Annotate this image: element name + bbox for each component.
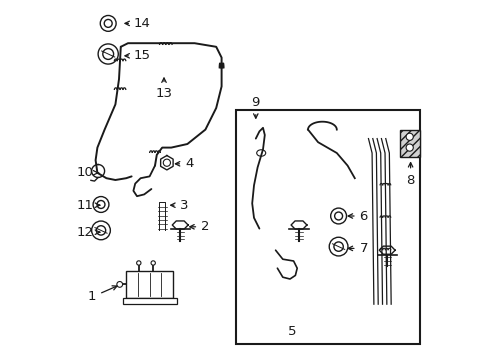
- Text: 9: 9: [251, 96, 260, 118]
- Circle shape: [117, 282, 122, 287]
- Text: 7: 7: [348, 242, 368, 255]
- Text: 8: 8: [406, 163, 415, 186]
- Text: 12: 12: [76, 226, 99, 239]
- Text: 5: 5: [288, 325, 296, 338]
- Text: 10: 10: [76, 166, 99, 179]
- Text: 6: 6: [348, 210, 368, 222]
- Circle shape: [406, 144, 413, 151]
- Text: 1: 1: [88, 286, 117, 303]
- Text: 3: 3: [171, 199, 188, 212]
- Text: 13: 13: [155, 78, 172, 100]
- Text: 14: 14: [125, 17, 151, 30]
- Text: 11: 11: [76, 199, 99, 212]
- Bar: [400, 130, 419, 157]
- Text: 15: 15: [125, 49, 151, 62]
- Circle shape: [137, 261, 141, 265]
- Text: 2: 2: [190, 220, 210, 233]
- Circle shape: [151, 261, 155, 265]
- Bar: [122, 298, 176, 305]
- Text: 4: 4: [175, 157, 194, 170]
- Bar: [236, 110, 419, 344]
- Circle shape: [406, 133, 413, 140]
- Bar: [126, 271, 173, 298]
